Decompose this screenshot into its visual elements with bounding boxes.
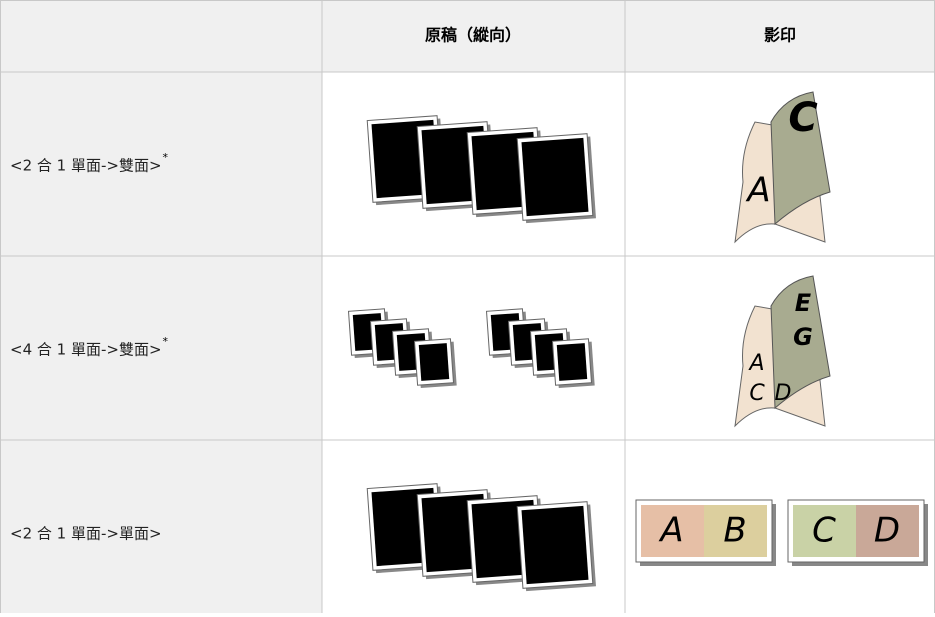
booklet-upper	[770, 275, 831, 410]
page	[516, 501, 596, 592]
header-bg	[0, 0, 935, 72]
footnote-mark: *	[163, 151, 169, 164]
row-label: <2 合 1 單面->雙面>	[10, 157, 162, 175]
page-letter: B	[723, 511, 746, 551]
sheet-half	[793, 505, 856, 557]
page-letter: C	[812, 511, 836, 551]
page-letter: E	[795, 289, 812, 317]
page	[413, 338, 457, 388]
page-letter: D	[874, 511, 900, 551]
page-tint	[556, 343, 588, 381]
page-letter: D	[775, 381, 792, 406]
page-letter: A	[658, 511, 683, 551]
footnote-mark: *	[163, 335, 169, 348]
header-cell: 原稿（縱向）	[425, 26, 521, 45]
page-tint	[521, 137, 589, 217]
page-letter: A	[747, 351, 764, 376]
label-column-bg	[0, 72, 322, 613]
page-letter: C	[788, 95, 817, 141]
header-cell: 影印	[764, 26, 796, 45]
sheet-half	[641, 505, 704, 557]
page	[516, 133, 596, 224]
sheet-half	[704, 505, 767, 557]
page-tint	[418, 343, 450, 381]
page-letter: G	[793, 323, 813, 351]
row-label: <2 合 1 單面->單面>	[10, 525, 162, 543]
page	[551, 338, 595, 388]
sheet-half	[856, 505, 919, 557]
booklet-upper	[770, 91, 831, 226]
page-letter: C	[749, 381, 765, 406]
page-tint	[521, 505, 589, 585]
row-label: <4 合 1 單面->雙面>	[10, 341, 162, 359]
page-letter: A	[745, 171, 770, 211]
